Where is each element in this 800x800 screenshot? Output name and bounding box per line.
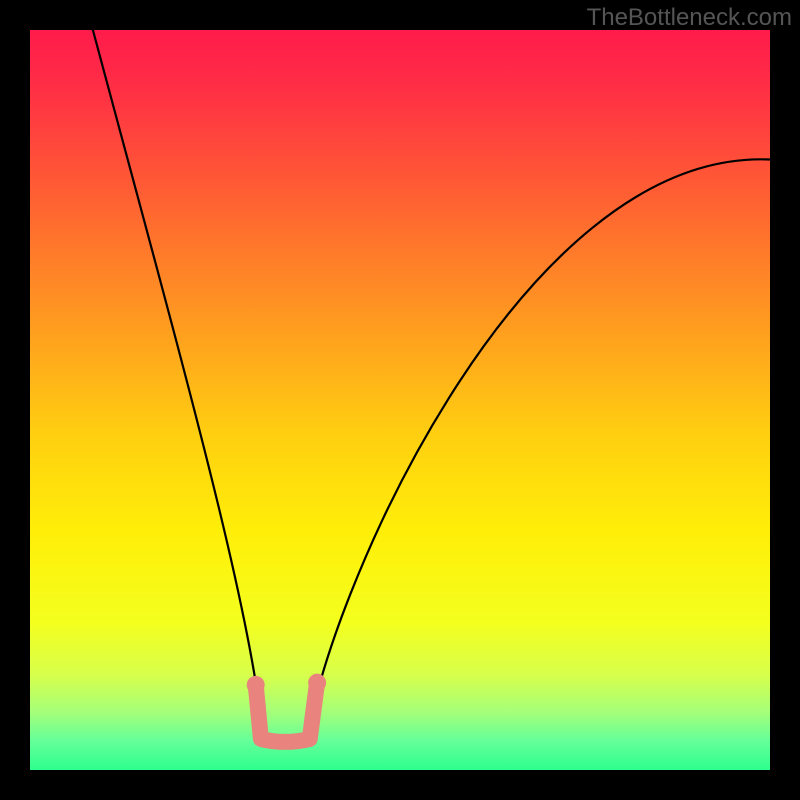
bottleneck-chart: TheBottleneck.com: [0, 0, 800, 800]
watermark-text: TheBottleneck.com: [587, 4, 792, 32]
highlight-dot-left: [247, 676, 265, 694]
chart-svg: [0, 0, 800, 800]
highlight-dot-right: [308, 674, 326, 692]
plot-background: [30, 30, 770, 770]
